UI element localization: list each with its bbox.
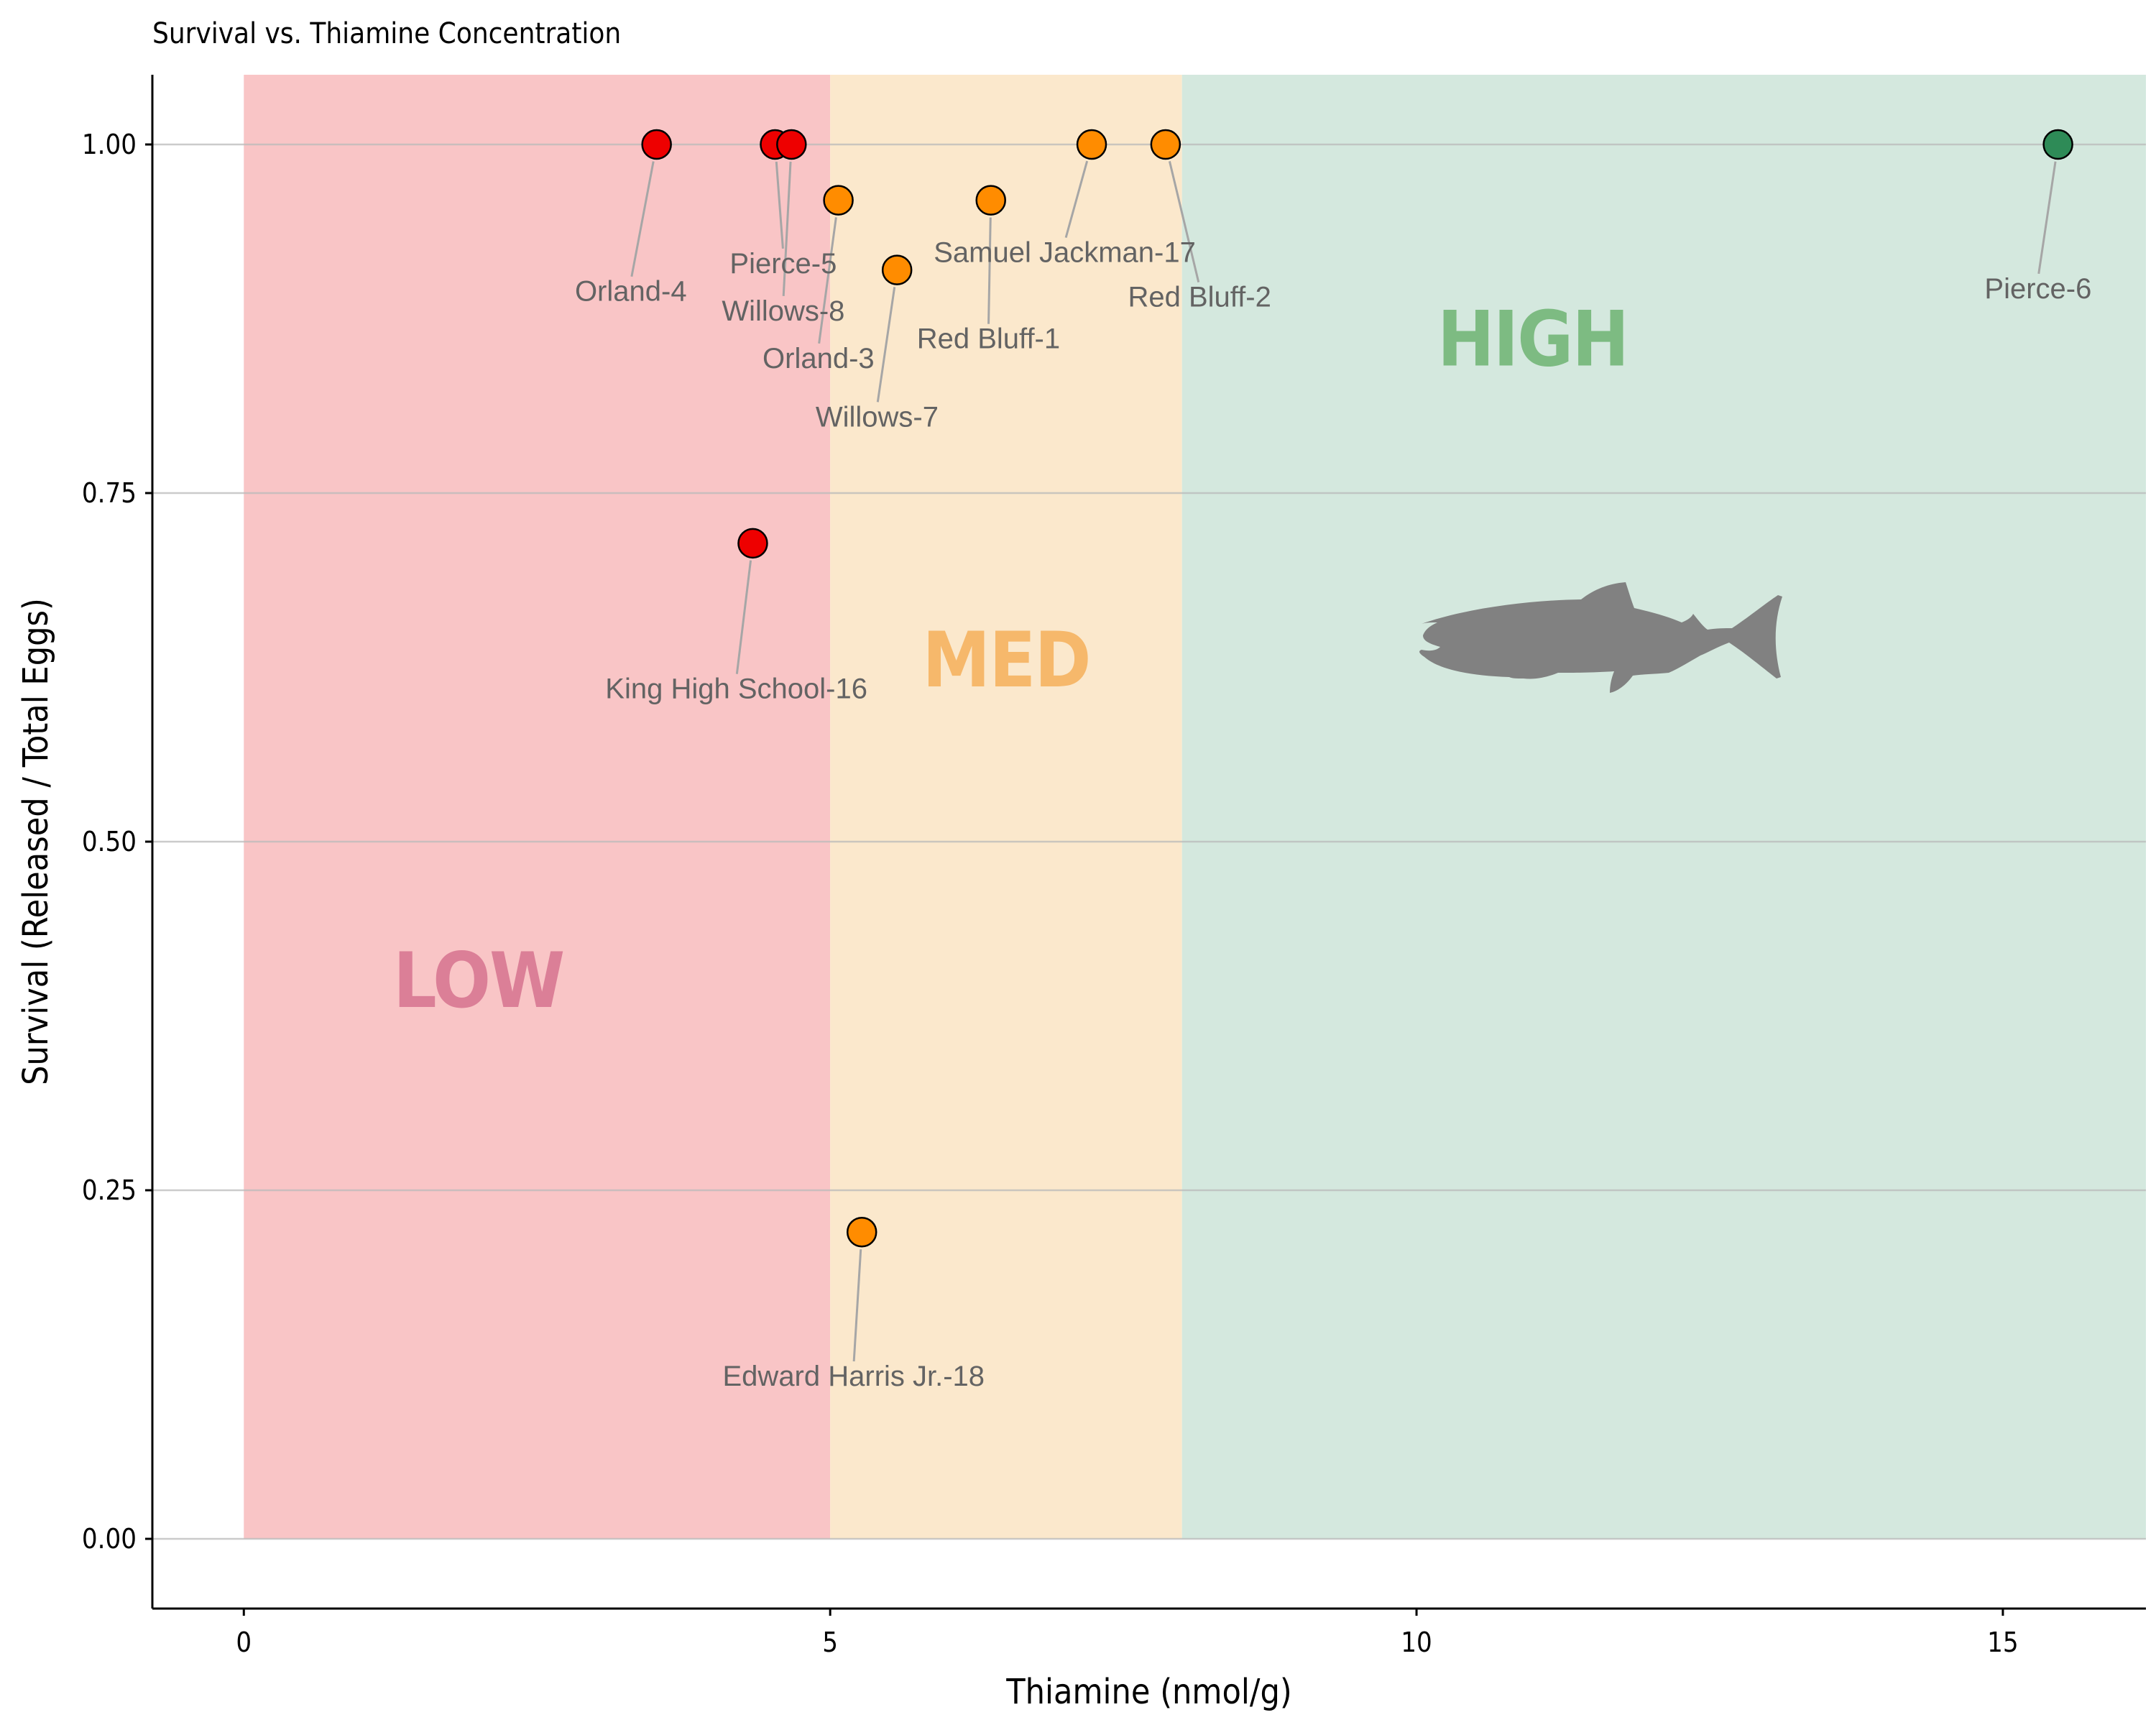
point-label: Orland-4 xyxy=(575,276,687,308)
data-point-low xyxy=(737,528,768,559)
zone-label-high: HIGH xyxy=(1437,295,1628,384)
zone-backgrounds xyxy=(244,75,2146,1539)
x-tick-label: 15 xyxy=(1987,1627,2019,1658)
data-point-low xyxy=(776,129,807,160)
label-connector xyxy=(852,1249,862,1362)
point-label: Willows-8 xyxy=(722,295,844,327)
data-point-med xyxy=(846,1216,877,1248)
y-tick-label: 0.25 xyxy=(82,1174,137,1206)
salmon-silhouette-icon xyxy=(1419,582,1782,693)
zone-low xyxy=(244,75,831,1539)
label-connector xyxy=(987,217,992,324)
zone-high xyxy=(1181,75,2146,1539)
y-tick-label: 1.00 xyxy=(82,129,137,160)
zone-labels: LOW MED HIGH xyxy=(393,295,1629,1025)
label-connector xyxy=(818,217,837,344)
chart-title: Survival vs. Thiamine Concentration xyxy=(152,17,621,50)
y-tick-label: 0.50 xyxy=(82,826,137,857)
y-tick-label: 0.00 xyxy=(82,1523,137,1555)
point-label: Orland-3 xyxy=(763,343,875,374)
label-connectors xyxy=(630,160,2057,1362)
point-label: Pierce-5 xyxy=(729,248,837,280)
point-label: Willows-7 xyxy=(816,401,939,433)
y-axis-title: Survival (Released / Total Eggs) xyxy=(16,598,56,1085)
zone-label-med: MED xyxy=(922,616,1089,704)
data-point-high xyxy=(2042,129,2073,160)
label-connector xyxy=(1168,160,1200,282)
label-connector xyxy=(1064,160,1089,238)
data-point-med xyxy=(1150,129,1181,160)
point-label: Edward Harris Jr.-18 xyxy=(723,1361,985,1392)
point-labels: Orland-4 Pierce-5 Willows-8 King High Schoo… xyxy=(575,236,2091,1392)
label-connector xyxy=(630,161,655,277)
y-tick-label: 0.75 xyxy=(82,477,137,509)
zone-label-low: LOW xyxy=(393,937,563,1025)
data-points xyxy=(641,129,2073,1248)
label-connector xyxy=(775,161,784,249)
data-point-med xyxy=(823,185,854,216)
data-point-med xyxy=(1076,129,1107,160)
x-tick-label: 5 xyxy=(822,1627,838,1658)
gridlines xyxy=(152,143,2146,1540)
point-label: Pierce-6 xyxy=(1984,273,2091,305)
label-connector xyxy=(735,560,752,674)
point-label: Samuel Jackman-17 xyxy=(934,236,1196,268)
x-axis-title: Thiamine (nmol/g) xyxy=(1005,1672,1291,1712)
data-point-med xyxy=(975,185,1006,216)
label-connector xyxy=(782,161,792,296)
label-connector xyxy=(876,287,896,402)
point-label: Red Bluff-1 xyxy=(917,323,1060,355)
data-point-low xyxy=(641,129,672,160)
data-point-med xyxy=(881,254,913,285)
point-label: Red Bluff-2 xyxy=(1128,281,1271,313)
axis-ticks: 0.00 0.25 0.50 0.75 1.00 0 5 10 15 xyxy=(82,129,2019,1658)
label-connector xyxy=(2037,161,2057,275)
x-tick-label: 0 xyxy=(236,1627,252,1658)
point-label: King High School-16 xyxy=(605,673,867,705)
x-tick-label: 10 xyxy=(1401,1627,1432,1658)
